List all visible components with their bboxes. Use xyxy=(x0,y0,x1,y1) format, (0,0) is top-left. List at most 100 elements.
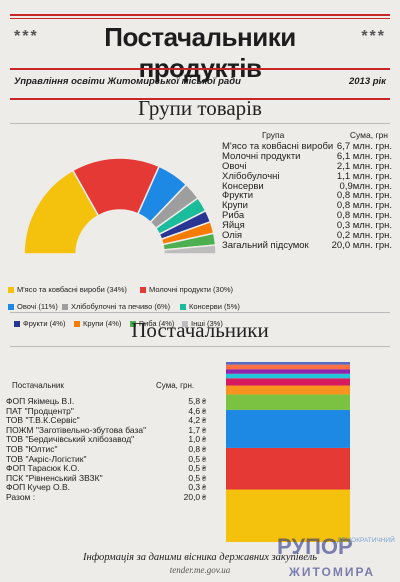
groups-legend: М'ясо та ковбасні вироби (34%) Молочні п… xyxy=(8,285,258,336)
groups-table-row: Загальний підсумок 20,0 млн. грн. xyxy=(222,241,392,251)
groups-table-row: Фрукти 0,8 млн. грн. xyxy=(222,191,392,201)
groups-col-sum: Сума, грн xyxy=(349,130,388,140)
groups-table-row: Молочні продукти 6,1 млн. грн. xyxy=(222,150,392,162)
header-title-row: *** Постачальники продуктів *** xyxy=(0,22,400,83)
supplier-sum: 0,3 xyxy=(188,483,206,494)
supplier-sum: 0,5 xyxy=(188,464,206,475)
groups-table: Група Сума, грн М'ясо та ковбасні вироби… xyxy=(222,130,392,251)
stack-segment-4 xyxy=(226,385,350,395)
supplier-name: ТОВ "Бердичівський хлібозавод" xyxy=(6,434,135,445)
group-name: М'ясо та ковбасні вироби xyxy=(222,141,334,152)
groups-col-group: Група xyxy=(262,130,285,140)
stack-segment-1 xyxy=(226,447,350,490)
legend-item-0: М'ясо та ковбасні вироби (34%) xyxy=(8,285,127,294)
group-name: Фрукти xyxy=(222,190,254,202)
groups-table-row: Овочі 2,1 млн. грн. xyxy=(222,160,392,172)
title-stars-right: *** xyxy=(361,28,386,45)
stack-segment-3 xyxy=(226,394,350,410)
stack-segment-5 xyxy=(226,378,350,386)
suppliers-table-row: ФОП Якімець В.І. 5,8 xyxy=(6,396,212,408)
footer-link[interactable]: tender.me.gov.ua xyxy=(169,565,231,575)
groups-table-row: Хлібобулочні 1,1 млн. грн. xyxy=(222,171,392,182)
suppliers-table-row: ТОВ "Юлтис" 0,8 xyxy=(6,443,212,456)
supplier-name: ФОП Кучер О.В. xyxy=(6,482,70,493)
legend-row: М'ясо та ковбасні вироби (34%) Молочні п… xyxy=(8,285,258,302)
suppliers-section-title: Постачальники xyxy=(131,318,269,342)
svg-text:ДЕМОКРАТИЧНИЙ АЛЬЯНС: ДЕМОКРАТИЧНИЙ АЛЬЯНС xyxy=(337,535,395,544)
suppliers-col-name: Постачальник xyxy=(12,381,64,390)
supplier-name: ФОП Якімець В.І. xyxy=(6,396,75,406)
suppliers-table-row: Разом : 20,0 xyxy=(6,491,212,504)
stack-segment-8 xyxy=(226,364,350,370)
stack-segment-2 xyxy=(226,409,350,448)
header-top-stripe-thin xyxy=(10,18,390,19)
supplier-name: ПАТ "Продцентр" xyxy=(6,405,74,416)
supplier-name: ПОЖМ "Заготівельно-збутова база" xyxy=(6,424,147,435)
suppliers-section-divider-top xyxy=(10,312,390,313)
donut-slice-8 xyxy=(162,244,217,255)
groups-half-donut-chart xyxy=(23,157,217,255)
suppliers-stacked-bar-chart xyxy=(226,362,350,542)
legend-item-7: Риба (4%) xyxy=(130,319,174,328)
groups-table-row: Крупи 0,8 млн. грн. xyxy=(222,201,392,211)
group-name: Овочі xyxy=(222,160,247,172)
supplier-sum: 0,8 xyxy=(188,444,206,456)
suppliers-table-row: ТОВ "Т.В.К.Сервіс" 4,2 xyxy=(6,416,212,426)
suppliers-col-sum: Сума, грн. xyxy=(156,381,195,390)
stack-segment-9 xyxy=(226,362,350,365)
group-sum: 0,8 млн. грн. xyxy=(336,210,392,222)
supplier-sum: 0,5 xyxy=(188,454,206,466)
legend-item-2: Овочі (11%) xyxy=(8,302,58,311)
groups-section-divider xyxy=(10,123,390,124)
group-sum: 0,9млн. грн. xyxy=(339,180,392,192)
suppliers-table-row: ПАТ "Продцентр" 4,6 xyxy=(6,405,212,417)
supplier-sum: 1,0 xyxy=(188,435,206,446)
legend-item-6: Крупи (4%) xyxy=(74,319,121,328)
group-sum: 2,1 млн. грн. xyxy=(336,160,392,172)
supplier-name: ТОВ "Юлтис" xyxy=(6,443,58,454)
groups-table-row: Риба 0,8 млн. грн. xyxy=(222,211,392,221)
group-sum: 6,7 млн. грн. xyxy=(336,141,392,152)
supplier-name: ТОВ "Т.В.К.Сервіс" xyxy=(6,415,80,426)
subtitle-bar: Управління освіти Житомирської міської р… xyxy=(10,68,390,100)
suppliers-table: Постачальник Сума, грн. ФОП Якімець В.І.… xyxy=(6,381,212,503)
groups-table-row: Консерви 0,9млн. грн. xyxy=(222,180,392,192)
supplier-name: ФОП Тарасюк К.О. xyxy=(6,463,80,474)
supplier-name: ПСК "Рівненський ЗВЗК" xyxy=(6,472,103,483)
legend-item-5: Фрукти (4%) xyxy=(14,319,65,328)
group-name: Загальний підсумок xyxy=(222,239,309,251)
supplier-sum: 4,2 xyxy=(188,416,206,427)
group-name: Яйця xyxy=(222,220,245,232)
suppliers-table-row: ПОЖМ "Заготівельно-збутова база" 1,7 xyxy=(6,424,212,436)
supplier-name: ТОВ "Акріс-Логістик" xyxy=(6,453,87,464)
footer: Інформація за даними вісника державних з… xyxy=(0,552,400,575)
suppliers-table-row: ФОП Кучер О.В. 0,3 xyxy=(6,483,212,493)
legend-item-4: Консерви (5%) xyxy=(180,302,240,311)
group-name: Олія xyxy=(222,230,243,242)
group-sum: 0,8 млн. грн. xyxy=(336,200,392,212)
header-top-stripe xyxy=(10,14,390,16)
supplier-sum: 5,8 xyxy=(188,396,206,408)
organization-label: Управління освіти Житомирської міської р… xyxy=(14,76,241,87)
suppliers-table-row: ПСК "Рівненський ЗВЗК" 0,5 xyxy=(6,472,212,484)
stack-segment-6 xyxy=(226,373,350,379)
supplier-sum: 20,0 xyxy=(184,492,206,504)
suppliers-table-row: ТОВ "Акріс-Логістик" 0,5 xyxy=(6,453,212,466)
rupor-logo: РУПОР ДЕМОКРАТИЧНИЙ АЛЬЯНС ЖИТОМИРА xyxy=(277,534,395,579)
stack-segment-7 xyxy=(226,369,350,374)
supplier-name: Разом : xyxy=(6,491,36,502)
group-name: Риба xyxy=(222,210,245,222)
svg-text:ЖИТОМИРА: ЖИТОМИРА xyxy=(288,565,375,579)
groups-table-row: М'ясо та ковбасні вироби 6,7 млн. грн. xyxy=(222,142,392,152)
suppliers-table-row: ФОП Тарасюк К.О. 0,5 xyxy=(6,464,212,474)
legend-item-8: Інші (3%) xyxy=(182,319,223,328)
legend-row: Овочі (11%) Хлібобулочні та печиво (6%) … xyxy=(8,302,258,319)
group-sum: 0,2 млн. грн. xyxy=(336,230,392,242)
group-sum: 6,1 млн. грн. xyxy=(336,150,392,162)
suppliers-table-row: ТОВ "Бердичівський хлібозавод" 1,0 xyxy=(6,435,212,445)
group-name: Консерви xyxy=(222,180,264,192)
group-sum: 0,3 млн. грн. xyxy=(336,220,392,232)
suppliers-table-header: Постачальник Сума, грн. xyxy=(6,381,212,395)
suppliers-section-divider xyxy=(10,346,390,347)
group-name: Крупи xyxy=(222,200,248,212)
